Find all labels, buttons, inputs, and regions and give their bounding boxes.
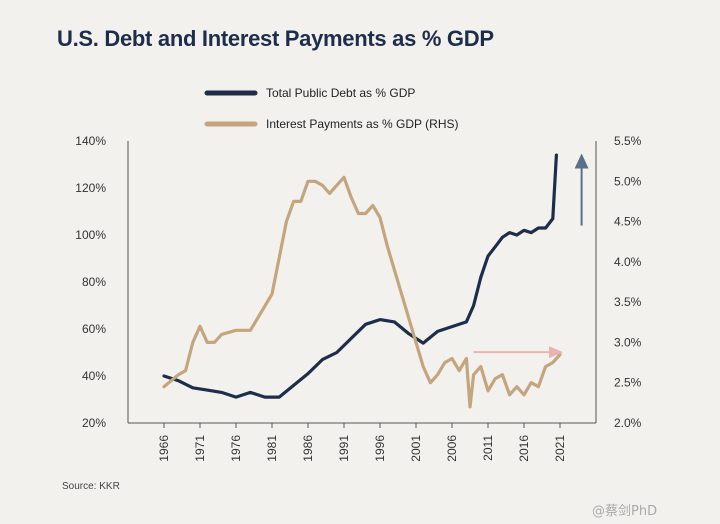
- left-tick-label: 40%: [82, 369, 106, 383]
- legend: Total Public Debt as % GDP Interest Payme…: [204, 86, 459, 131]
- trend-arrow-up-head: [574, 153, 589, 169]
- right-tick-label: 3.5%: [614, 295, 642, 309]
- left-tick-label: 140%: [75, 134, 106, 148]
- x-tick-label: 2021: [553, 435, 567, 462]
- left-tick-label: 20%: [82, 416, 106, 430]
- series-line-debt: [162, 153, 559, 399]
- right-tick-label: 3.0%: [614, 335, 642, 349]
- x-tick-label: 1971: [193, 435, 207, 462]
- right-tick-label: 5.5%: [614, 134, 642, 148]
- source-note: Source: KKR: [62, 481, 120, 492]
- x-tick-label: 1991: [337, 435, 351, 462]
- series-layer: [162, 153, 562, 409]
- legend-label: Interest Payments as % GDP (RHS): [266, 117, 459, 131]
- series-line-interest: [162, 175, 562, 409]
- left-axis-ticks: 20% 40% 60% 80% 100% 120% 140%: [75, 134, 106, 430]
- x-tick-label: 1976: [229, 435, 243, 462]
- right-tick-label: 4.0%: [614, 255, 642, 269]
- left-tick-label: 60%: [82, 322, 106, 336]
- x-tick-label: 2016: [517, 435, 531, 462]
- legend-label: Total Public Debt as % GDP: [266, 86, 415, 100]
- annotation-layer: [473, 153, 589, 359]
- x-tick-label: 2011: [481, 435, 495, 461]
- right-tick-label: 4.5%: [614, 215, 642, 229]
- x-tick-label: 1996: [373, 435, 387, 462]
- left-tick-label: 120%: [75, 181, 106, 195]
- x-tick-label: 1966: [157, 435, 171, 462]
- x-tick-label: 1986: [301, 435, 315, 462]
- watermark: @蔡剑PhD: [592, 504, 658, 519]
- right-tick-label: 2.0%: [614, 416, 642, 430]
- x-tick-label: 2006: [445, 435, 459, 462]
- right-tick-label: 2.5%: [614, 376, 642, 390]
- chart-title: U.S. Debt and Interest Payments as % GDP: [57, 26, 494, 51]
- x-axis-ticks: 1966 1971 1976 1981 1986 1991 1996 2001 2006 2011…: [157, 423, 567, 462]
- axes: [127, 141, 597, 424]
- left-tick-label: 100%: [75, 228, 106, 242]
- x-tick-label: 1981: [265, 435, 279, 462]
- right-tick-label: 5.0%: [614, 174, 642, 188]
- trend-arrow-right-head: [549, 346, 563, 359]
- right-axis-ticks: 2.0% 2.5% 3.0% 3.5% 4.0% 4.5% 5.0% 5.5%: [614, 134, 642, 430]
- x-tick-label: 2001: [409, 435, 423, 462]
- left-tick-label: 80%: [82, 275, 106, 289]
